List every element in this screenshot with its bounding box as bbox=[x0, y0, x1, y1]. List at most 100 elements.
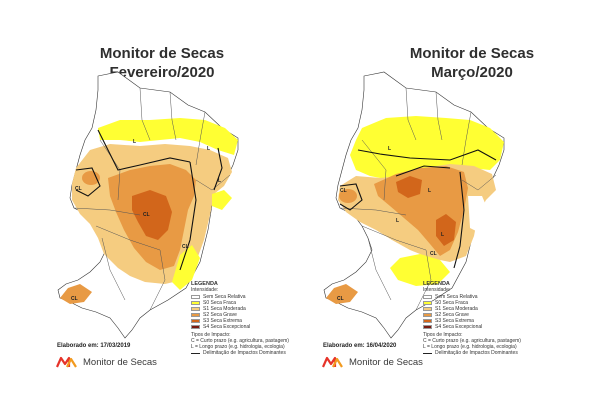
legend-swatch bbox=[423, 325, 432, 329]
legend-impact-line: Delimitação de Impactos Dominantes bbox=[423, 350, 551, 356]
legend: LEGENDA Intensidade: Sem Seca Relativa S… bbox=[191, 281, 319, 356]
legend-label: S3 Seca Extrema bbox=[203, 318, 242, 324]
map-title-line2: Março/2020 bbox=[431, 64, 513, 81]
map-title-line1: Monitor de Secas bbox=[99, 45, 225, 62]
elaborated-date: Elaborado em: 16/04/2020 bbox=[323, 343, 397, 349]
legend-label: Sem Seca Relativa bbox=[435, 294, 478, 300]
legend-swatch bbox=[191, 325, 200, 329]
legend-item: S1 Seca Moderada bbox=[423, 306, 551, 312]
label-L-east: L bbox=[218, 178, 221, 184]
legend-item: S2 Seca Grave bbox=[191, 312, 319, 318]
legend-impact-line-label: Delimitação de Impactos Dominantes bbox=[435, 350, 518, 356]
logo-m-icon bbox=[56, 356, 77, 368]
legend-impact-line: Delimitação de Impactos Dominantes bbox=[191, 350, 319, 356]
legend-swatch bbox=[191, 295, 200, 299]
legend-impact-title: Tipos de Impacto: bbox=[191, 332, 231, 338]
legend-title: LEGENDA bbox=[423, 281, 450, 287]
state-borders bbox=[73, 87, 231, 311]
legend-item: Sem Seca Relativa bbox=[423, 294, 551, 300]
area-s3-patch-east bbox=[436, 214, 456, 246]
legend-item: S4 Seca Excepcional bbox=[423, 324, 551, 330]
area-s0-south bbox=[390, 254, 450, 286]
legend-impact-short: C = Curto prazo (e.g. agricultura, pasta… bbox=[423, 338, 521, 344]
legend-impact-title: Tipos de Impacto: bbox=[423, 332, 463, 338]
map-panel-march: Monitor de Secas Março/2020 bbox=[300, 0, 600, 400]
legend-label: S3 Seca Extrema bbox=[435, 318, 474, 324]
monitor-logo: Monitor de Secas bbox=[322, 356, 423, 368]
area-s2-southwest bbox=[60, 284, 92, 304]
legend-item: S4 Seca Excepcional bbox=[191, 324, 319, 330]
label-L-north: L bbox=[133, 139, 136, 145]
label-L-center: L bbox=[428, 188, 431, 194]
label-CL-southwest: CL bbox=[71, 296, 78, 302]
legend-item: S2 Seca Grave bbox=[423, 312, 551, 318]
map-panel-february: Monitor de Secas Fevereiro/2020 bbox=[56, 45, 289, 368]
label-L-southcenter: L bbox=[396, 218, 399, 224]
area-s2-west bbox=[82, 171, 100, 185]
legend-impact-short: C = Curto prazo (e.g. agricultura, pasta… bbox=[191, 338, 289, 344]
legend-impact-line-label: Delimitação de Impactos Dominantes bbox=[203, 350, 286, 356]
impact-line-swatch bbox=[423, 352, 432, 354]
area-s0-east bbox=[212, 190, 232, 210]
area-s2-west bbox=[339, 189, 357, 203]
legend-swatch bbox=[191, 307, 200, 311]
legend-label: S0 Seca Fraca bbox=[203, 300, 237, 306]
legend-swatch bbox=[423, 307, 432, 311]
map-title-line1: Monitor de Secas bbox=[409, 45, 535, 62]
legend-label: S4 Seca Excepcional bbox=[435, 324, 483, 330]
legend-subtitle: Intensidade: bbox=[423, 287, 451, 293]
legend-swatch bbox=[423, 313, 432, 317]
legend-label: S0 Seca Fraca bbox=[435, 300, 469, 306]
logo-m-icon bbox=[322, 356, 343, 368]
logo-text: Monitor de Secas bbox=[349, 356, 423, 368]
label-CL-center: CL bbox=[143, 212, 150, 218]
label-CL-southwest: CL bbox=[337, 296, 344, 302]
legend: LEGENDA Intensidade: Sem Seca Relativa S… bbox=[423, 281, 551, 356]
legend-impact-long: L = Longo prazo (e.g. hidrologia, ecolog… bbox=[191, 344, 285, 350]
impact-lines bbox=[75, 129, 223, 271]
legend-item: S0 Seca Fraca bbox=[423, 300, 551, 306]
area-s0-south bbox=[172, 245, 200, 290]
legend-swatch bbox=[191, 301, 200, 305]
legend-label: S4 Seca Excepcional bbox=[203, 324, 251, 330]
legend-title: LEGENDA bbox=[191, 281, 218, 287]
area-s3-patch bbox=[396, 176, 422, 198]
legend-swatch bbox=[423, 295, 432, 299]
drought-map-march: L CL L L L CL CL bbox=[323, 71, 505, 339]
legend-item: S0 Seca Fraca bbox=[191, 300, 319, 306]
map-title: Monitor de Secas Março/2020 bbox=[322, 44, 600, 82]
legend-label: S2 Seca Grave bbox=[203, 312, 237, 318]
legend-subtitle: Intensidade: bbox=[191, 287, 219, 293]
label-CL-south: CL bbox=[182, 244, 189, 250]
logo-text: Monitor de Secas bbox=[83, 356, 157, 368]
legend-label: S2 Seca Grave bbox=[435, 312, 469, 318]
impact-lines bbox=[339, 149, 497, 269]
impact-line-swatch bbox=[191, 352, 200, 354]
legend-swatch bbox=[423, 301, 432, 305]
area-none-east bbox=[468, 196, 488, 232]
legend-item: S3 Seca Extrema bbox=[423, 318, 551, 324]
legend-impact-long: L = Longo prazo (e.g. hidrologia, ecolog… bbox=[423, 344, 517, 350]
label-L-east: L bbox=[441, 232, 444, 238]
area-s2-southwest bbox=[326, 284, 358, 304]
legend-swatch bbox=[423, 319, 432, 323]
monitor-logo: Monitor de Secas bbox=[56, 356, 157, 368]
legend-item: S3 Seca Extrema bbox=[191, 318, 319, 324]
elaborated-date: Elaborado em: 17/03/2019 bbox=[57, 343, 131, 349]
legend-item: S1 Seca Moderada bbox=[191, 306, 319, 312]
legend-swatch bbox=[191, 319, 200, 323]
area-s0-north bbox=[350, 116, 504, 180]
legend-label: S1 Seca Moderada bbox=[435, 306, 478, 312]
label-CL-west: CL bbox=[75, 186, 82, 192]
area-s0-north bbox=[98, 118, 238, 155]
legend-item: Sem Seca Relativa bbox=[191, 294, 319, 300]
label-L-north: L bbox=[388, 146, 391, 152]
label-L-northeast: L bbox=[207, 146, 210, 152]
drought-map-february: L L CL CL L CL CL bbox=[57, 71, 239, 339]
label-CL-west: CL bbox=[340, 188, 347, 194]
map-title-line2: Fevereiro/2020 bbox=[109, 64, 215, 81]
legend-swatch bbox=[191, 313, 200, 317]
legend-label: Sem Seca Relativa bbox=[203, 294, 246, 300]
legend-label: S1 Seca Moderada bbox=[203, 306, 246, 312]
map-title: Monitor de Secas Fevereiro/2020 bbox=[12, 44, 312, 82]
